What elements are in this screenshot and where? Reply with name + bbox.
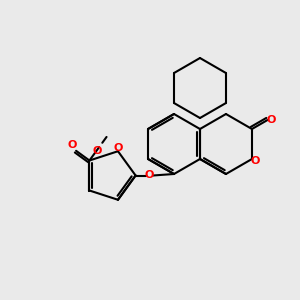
Text: O: O	[266, 115, 276, 125]
Text: O: O	[251, 155, 260, 166]
Text: O: O	[113, 142, 123, 153]
Text: O: O	[92, 146, 101, 156]
Text: O: O	[68, 140, 77, 150]
Text: O: O	[145, 170, 154, 181]
